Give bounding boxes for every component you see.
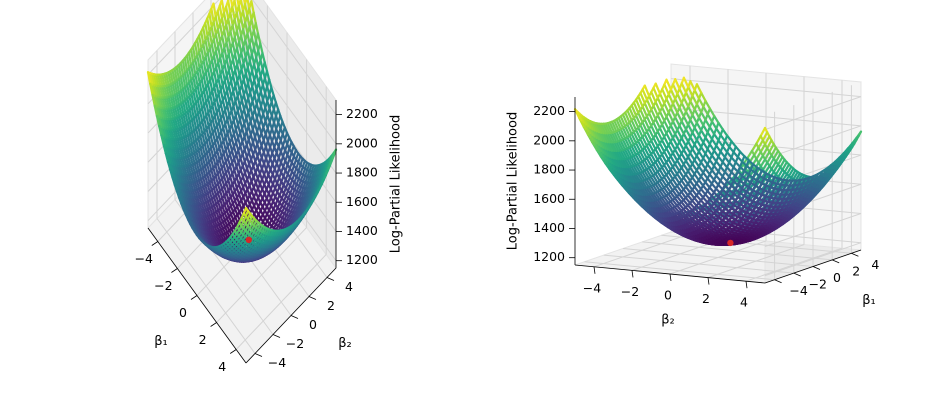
x-tick-label: 2 <box>199 332 207 347</box>
y-tick-mark <box>309 297 316 300</box>
left-z-axis-label: Log-Partial Likelihood <box>389 115 404 253</box>
x-tick-mark <box>171 269 177 273</box>
y-tick-mark <box>327 278 334 281</box>
z-tick-label: 2000 <box>346 135 378 150</box>
y-tick-label: 2 <box>327 298 335 313</box>
y-tick-label: 4 <box>345 279 353 294</box>
x-tick-mark <box>230 350 236 354</box>
x-tick-mark <box>211 323 217 327</box>
y-tick-mark <box>291 316 298 319</box>
y-tick-mark <box>255 354 262 357</box>
y-tick-label: 0 <box>309 317 317 332</box>
y-tick-label: −2 <box>286 336 304 351</box>
x-tick-label: −4 <box>135 251 153 266</box>
x-tick-label: 4 <box>218 359 226 374</box>
left-x-axis-label: β₁ <box>154 334 168 349</box>
z-tick-label: 1200 <box>346 252 378 267</box>
z-tick-label: 1600 <box>346 194 378 209</box>
left-y-axis-label: β₂ <box>338 336 352 351</box>
x-tick-mark <box>152 242 158 246</box>
z-tick-label: 1800 <box>346 165 378 180</box>
x-tick-label: −2 <box>154 278 172 293</box>
y-tick-mark <box>273 335 280 338</box>
x-tick-label: 0 <box>179 305 187 320</box>
x-tick-mark <box>191 296 197 300</box>
y-tick-label: −4 <box>268 355 286 370</box>
z-tick-label: 2200 <box>346 106 378 121</box>
z-tick-label: 1400 <box>346 223 378 238</box>
minimum-marker <box>246 237 252 243</box>
